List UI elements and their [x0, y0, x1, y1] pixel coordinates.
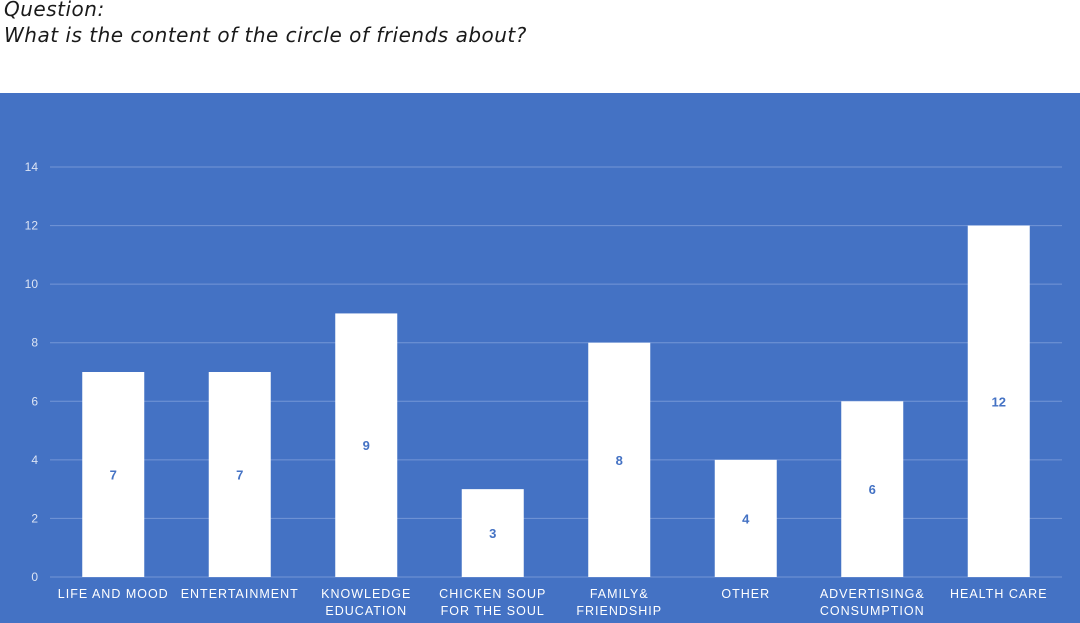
data-label: 4 [742, 511, 750, 526]
y-tick-label: 0 [31, 570, 38, 584]
category-label: LIFE AND MOOD [58, 587, 169, 601]
category-label: FRIENDSHIP [576, 604, 662, 618]
data-label: 9 [363, 438, 370, 453]
category-label: KNOWLEDGE [321, 587, 411, 601]
category-label: CONSUMPTION [820, 604, 925, 618]
category-label: CHICKEN SOUP [439, 587, 546, 601]
chart-panel: 0 2 4 6 8 10 12 14 7 LIFE AND MOOD 7 ENTERTAINMENT 9… [0, 93, 1080, 623]
y-tick-label: 6 [31, 394, 38, 408]
y-tick-label: 8 [31, 336, 38, 350]
bar [461, 489, 524, 577]
bar [335, 313, 398, 577]
category-label: FAMILY& [590, 587, 649, 601]
data-label: 12 [992, 394, 1006, 409]
question-text: What is the content of the circle of fri… [4, 23, 527, 47]
category-label: ENTERTAINMENT [181, 587, 299, 601]
data-label: 7 [236, 468, 243, 483]
y-tick-label: 2 [31, 511, 38, 525]
category-label: HEALTH CARE [950, 587, 1048, 601]
y-tick-label: 10 [25, 277, 39, 291]
data-label: 8 [616, 453, 623, 468]
data-label: 6 [869, 482, 876, 497]
bar [841, 401, 904, 577]
question-label: Question: [4, 0, 105, 21]
y-tick-label: 12 [25, 219, 39, 233]
category-label: FOR THE SOUL [441, 604, 545, 618]
category-label: OTHER [721, 587, 770, 601]
bar-chart: 0 2 4 6 8 10 12 14 7 LIFE AND MOOD 7 ENTERTAINMENT 9… [0, 93, 1080, 623]
y-tick-label: 4 [31, 453, 38, 467]
chart-background [0, 93, 1080, 623]
question-block: Question: What is the content of the cir… [4, 0, 527, 48]
data-label: 7 [110, 468, 117, 483]
category-label: EDUCATION [325, 604, 407, 618]
bar [714, 459, 777, 577]
y-tick-label: 14 [25, 160, 39, 174]
bar [588, 342, 651, 577]
bar [967, 225, 1030, 578]
bar [208, 372, 271, 577]
bar [82, 372, 145, 577]
data-label: 3 [489, 526, 496, 541]
category-label: ADVERTISING& [820, 587, 925, 601]
